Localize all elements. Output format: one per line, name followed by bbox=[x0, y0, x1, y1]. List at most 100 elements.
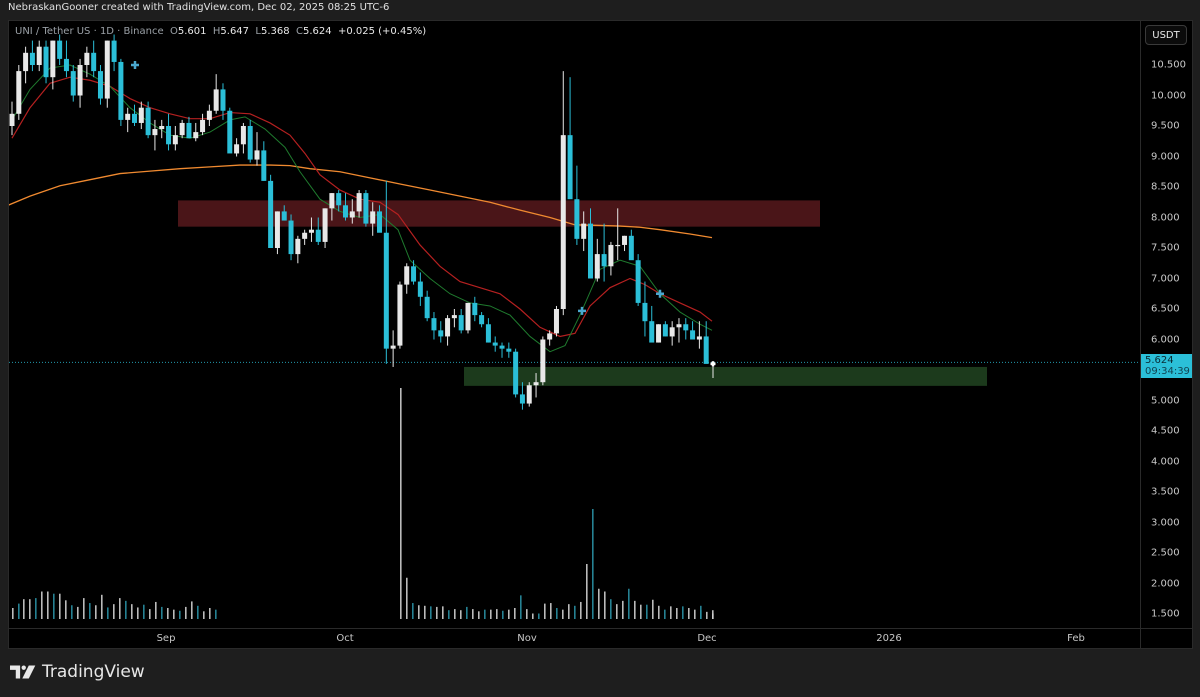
candle-body bbox=[111, 40, 117, 62]
candle-body bbox=[472, 302, 478, 316]
candle-body bbox=[540, 339, 546, 383]
volume-bar bbox=[95, 605, 97, 619]
volume-bar bbox=[514, 608, 516, 619]
volume-bar bbox=[604, 591, 606, 619]
candle-body bbox=[247, 126, 253, 160]
volume-bar bbox=[436, 606, 438, 619]
candle-body bbox=[451, 315, 457, 319]
candle-body bbox=[50, 40, 56, 78]
price-tick: 6.500 bbox=[1151, 303, 1180, 315]
candle-body bbox=[172, 135, 178, 145]
candle-body bbox=[635, 260, 641, 303]
candle-body bbox=[519, 394, 525, 404]
volume-bar bbox=[550, 603, 552, 619]
volume-bar bbox=[616, 604, 618, 619]
volume-bar bbox=[640, 604, 642, 619]
candle-body bbox=[377, 211, 383, 233]
price-tick: 6.000 bbox=[1151, 334, 1180, 345]
candle-body bbox=[70, 71, 76, 96]
volume-bar bbox=[424, 605, 426, 619]
price-tick: 10.000 bbox=[1151, 90, 1186, 101]
candle-body bbox=[622, 235, 628, 245]
candle-body bbox=[696, 336, 702, 340]
volume-bar bbox=[670, 606, 672, 619]
time-tick: Oct bbox=[336, 633, 354, 644]
footer-brand: TradingView bbox=[10, 662, 145, 682]
candle-body bbox=[36, 46, 42, 65]
candle-body bbox=[288, 220, 294, 255]
symbol-legend[interactable]: UNI / Tether US · 1D · Binance O5.601 H5… bbox=[15, 26, 426, 37]
candle-body bbox=[397, 284, 403, 346]
candle-body bbox=[499, 345, 505, 349]
volume-bar bbox=[490, 609, 492, 619]
time-axis[interactable]: Sep Oct Nov Dec 2026 Feb bbox=[9, 628, 1140, 649]
ema-slow-line bbox=[9, 164, 713, 239]
volume-bar bbox=[568, 604, 570, 619]
candle-body bbox=[274, 211, 280, 248]
price-axis[interactable]: USDT 10.500 10.000 9.500 9.000 8.500 8.000 7.5… bbox=[1140, 21, 1193, 628]
candle-body bbox=[132, 113, 138, 123]
candle-body bbox=[703, 336, 709, 364]
candle-body bbox=[322, 208, 328, 242]
candle-body bbox=[438, 330, 444, 337]
candle-body bbox=[308, 229, 314, 233]
candle-body bbox=[574, 199, 580, 239]
volume-bar bbox=[484, 609, 486, 619]
candle-body bbox=[533, 382, 539, 386]
ema-mid-line bbox=[11, 76, 713, 338]
currency-button[interactable]: USDT bbox=[1145, 25, 1187, 45]
candle-body bbox=[23, 52, 29, 72]
time-tick: 2026 bbox=[876, 633, 902, 644]
volume-bar bbox=[41, 591, 43, 619]
volume-bar bbox=[694, 609, 696, 619]
candle-body bbox=[166, 126, 172, 145]
price-tick: 4.000 bbox=[1151, 456, 1180, 467]
candle-body bbox=[16, 71, 22, 114]
candle-body bbox=[601, 254, 607, 267]
last-price-label: 5.624 09:34:39 bbox=[1141, 354, 1192, 379]
candle-body bbox=[404, 266, 410, 285]
last-price-value: 5.624 bbox=[1145, 355, 1174, 367]
volume-bar bbox=[526, 609, 528, 619]
volume-bar bbox=[520, 595, 522, 619]
candle-body bbox=[213, 89, 219, 111]
volume-bar bbox=[406, 577, 408, 619]
candle-body bbox=[254, 150, 260, 160]
candle-body bbox=[125, 113, 131, 120]
volume-bar bbox=[664, 609, 666, 619]
candle-body bbox=[458, 315, 464, 331]
volume-bar bbox=[652, 599, 654, 619]
candle-body bbox=[424, 296, 430, 319]
price-tick: 2.000 bbox=[1151, 578, 1180, 589]
candle-body bbox=[63, 58, 69, 72]
candle-body bbox=[329, 193, 335, 209]
candle-body bbox=[676, 324, 682, 328]
volume-bar bbox=[209, 608, 211, 619]
price-tick: 1.500 bbox=[1151, 608, 1180, 620]
volume-bar bbox=[418, 605, 420, 619]
volume-bar bbox=[646, 604, 648, 619]
volume-bar bbox=[155, 601, 157, 619]
chart-caption: NebraskanGooner created with TradingView… bbox=[8, 2, 390, 13]
axis-corner bbox=[1140, 628, 1193, 649]
close-label: C bbox=[295, 26, 303, 37]
volume-bar bbox=[215, 609, 217, 619]
volume-bar bbox=[185, 606, 187, 619]
candle-body bbox=[594, 254, 600, 279]
candle-body bbox=[608, 244, 614, 267]
candlestick-chart[interactable] bbox=[9, 21, 1140, 628]
candle-body bbox=[43, 46, 49, 78]
price-tick: 8.500 bbox=[1151, 181, 1180, 193]
time-tick: Nov bbox=[517, 633, 537, 644]
candle-body bbox=[349, 211, 355, 218]
volume-bar bbox=[113, 604, 115, 619]
symbol-label[interactable]: UNI / Tether US · 1D · Binance bbox=[15, 26, 164, 37]
volume-bar bbox=[442, 606, 444, 619]
volume-bar bbox=[532, 613, 534, 619]
volume-bar bbox=[622, 600, 624, 619]
candle-body bbox=[363, 193, 369, 224]
price-plot[interactable]: UNI / Tether US · 1D · Binance O5.601 H5… bbox=[9, 21, 1140, 628]
candle-body bbox=[370, 211, 376, 224]
time-tick: Feb bbox=[1067, 633, 1085, 644]
candle-body bbox=[206, 110, 212, 120]
